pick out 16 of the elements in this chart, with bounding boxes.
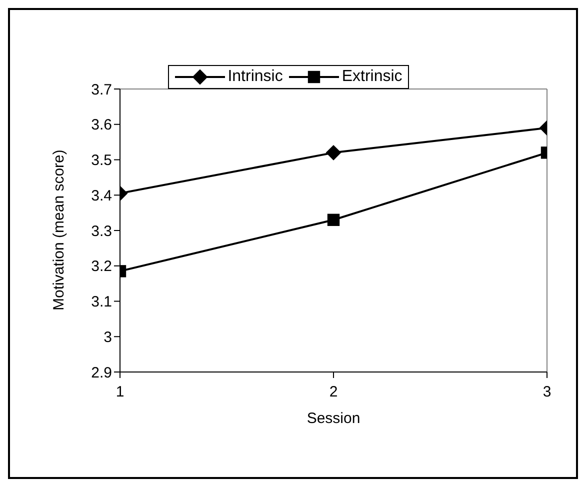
legend-label: Intrinsic [228,68,283,86]
x-tick-label: 3 [542,384,552,401]
y-tick-label: 3 [104,328,112,346]
y-tick-label: 3.7 [91,81,112,98]
y-tick-label: 3.6 [91,116,112,134]
legend-label: Extrinsic [342,68,402,86]
y-tick-label: 3.1 [91,294,112,311]
x-axis-title: Session [306,410,360,427]
y-tick-label: 3.5 [91,152,112,170]
y-tick-label: 2.9 [91,364,112,382]
x-tick-label: 1 [116,384,124,401]
y-tick-label: 3.4 [91,187,112,204]
x-tick-label: 2 [329,384,338,401]
y-tick-label: 3.3 [91,222,112,240]
y-axis-title: Motivation (mean score) [50,150,68,310]
y-tick-label: 3.2 [91,258,112,276]
